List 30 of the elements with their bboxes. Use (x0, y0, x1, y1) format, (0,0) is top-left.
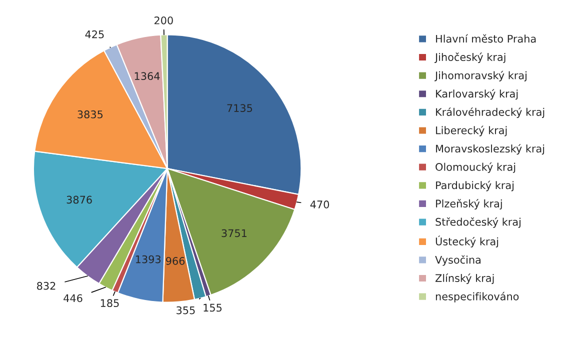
data-label: 832 (37, 282, 56, 290)
data-label: 425 (85, 30, 104, 38)
legend-label: Vysočina (435, 255, 480, 266)
data-label: 185 (100, 299, 119, 308)
legend-label: Zlínský kraj (435, 274, 494, 284)
legend-label: Ústecký kraj (436, 236, 498, 248)
data-label: 446 (64, 294, 82, 302)
legend-label: Liberecký kraj (436, 126, 507, 136)
legend-label: Jihomoravský kraj (434, 70, 526, 82)
legend-label: Hlavní město Praha (436, 34, 536, 43)
legend-label: Moravskoslezský kraj (436, 144, 544, 155)
data-label: 7135 (227, 104, 252, 112)
legend-label: Karlovarský kraj (436, 89, 518, 100)
data-label: 355 (176, 306, 195, 314)
data-label: 966 (166, 256, 185, 265)
data-label: 470 (310, 200, 330, 208)
data-label: 3751 (222, 229, 247, 238)
data-label: 3835 (78, 110, 103, 118)
data-label: 1393 (136, 255, 161, 264)
legend-label: nespecifikováno (436, 292, 519, 302)
data-label: 200 (154, 16, 173, 24)
legend-label: Plzeňský kraj (436, 199, 502, 210)
legend-label: Jihočeský kraj (434, 52, 506, 64)
data-label: 1364 (134, 72, 160, 80)
legend-label: Středočeský kraj (436, 217, 520, 228)
legend-label: Olomoucký kraj (436, 162, 516, 173)
legend-label: Královéhradecký kraj (436, 107, 544, 118)
legend-label: Pardubický kraj (436, 180, 514, 192)
data-label: 155 (204, 304, 222, 312)
data-label: 3876 (66, 196, 92, 204)
